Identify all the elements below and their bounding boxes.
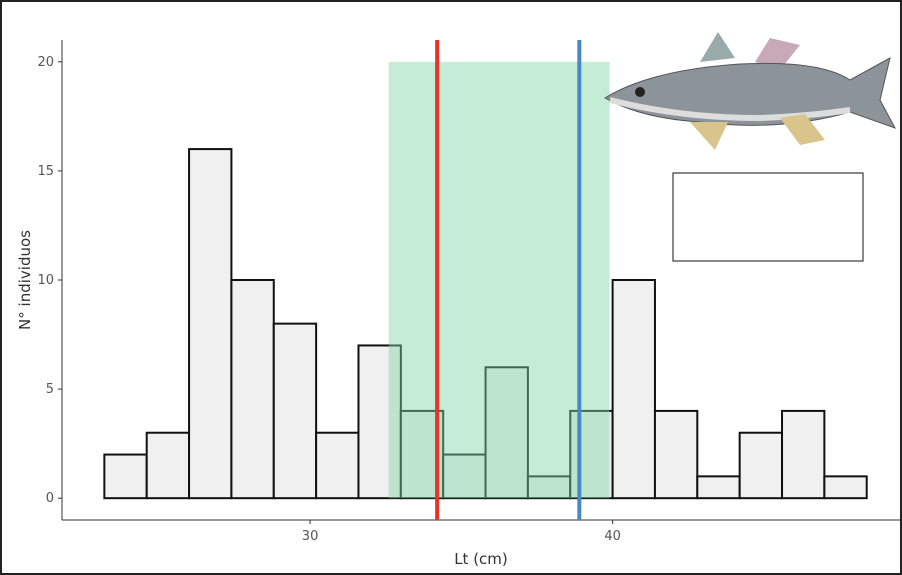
histogram-bar <box>442 453 487 500</box>
histogram-bar <box>653 409 699 500</box>
y-tick-label: 0 <box>46 491 54 506</box>
y-tick-label: 10 <box>37 273 54 288</box>
histogram-bar <box>781 409 826 500</box>
x-tick-label: 40 <box>604 529 621 544</box>
x-tick-label: 30 <box>302 529 319 544</box>
annotation-box <box>672 172 864 262</box>
histogram-bar <box>357 344 402 500</box>
histogram-bar <box>823 475 868 500</box>
histogram-bar <box>315 431 360 500</box>
y-axis-label: N° individuos <box>16 230 34 330</box>
histogram-bar <box>103 453 148 500</box>
histogram-bar <box>738 431 784 500</box>
y-tick-label: 15 <box>37 164 54 179</box>
histogram-bar <box>611 279 656 500</box>
histogram-bar <box>569 409 614 500</box>
y-tick-label: 20 <box>37 55 54 70</box>
histogram-bar <box>484 366 529 500</box>
x-axis-label: Lt (cm) <box>454 550 508 568</box>
y-tick-label: 5 <box>46 382 54 397</box>
histogram-bar <box>188 148 233 500</box>
histogram-bar <box>145 431 191 500</box>
histogram-bar <box>272 322 318 500</box>
histogram-bar <box>696 475 741 500</box>
histogram-bar <box>230 279 275 500</box>
fish-illustration <box>604 32 897 150</box>
highlight-band <box>388 61 610 499</box>
